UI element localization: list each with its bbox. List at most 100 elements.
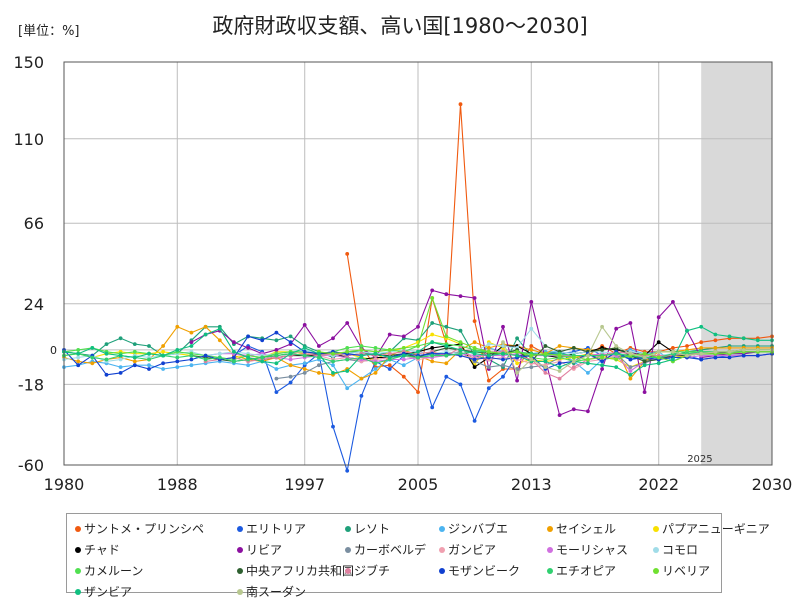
data-point (628, 365, 633, 369)
data-point (317, 351, 321, 356)
data-point (656, 355, 661, 360)
data-point (175, 365, 180, 369)
y-tick-label: 110 (13, 130, 44, 149)
x-tick-label: 1980 (44, 475, 85, 494)
legend-marker (439, 525, 445, 532)
y-tick-label: 0 (50, 344, 57, 357)
data-point (458, 102, 463, 107)
legend-marker (237, 546, 243, 553)
legend-label: コモロ (662, 543, 699, 557)
data-point (345, 349, 350, 354)
data-point (501, 374, 505, 379)
data-point (76, 359, 81, 364)
data-point (571, 365, 576, 369)
data-point (458, 328, 463, 333)
data-point (217, 355, 222, 360)
data-point (345, 369, 350, 373)
legend-label: レソト (354, 522, 391, 536)
legend-item: ガンビア (439, 541, 496, 558)
data-point (76, 355, 81, 360)
data-point (600, 355, 604, 360)
data-point (302, 361, 307, 366)
data-point (317, 371, 321, 375)
data-point (260, 338, 265, 343)
data-point (571, 355, 576, 360)
data-point (671, 346, 675, 350)
data-point (614, 365, 619, 369)
data-point (387, 351, 392, 356)
data-point (727, 334, 732, 339)
data-point (741, 336, 746, 341)
data-point (755, 338, 760, 343)
data-point (486, 342, 491, 346)
data-point (161, 361, 166, 366)
data-point (430, 296, 435, 300)
data-point (317, 355, 321, 360)
legend-item: チャド (75, 541, 120, 558)
data-point (373, 351, 378, 356)
data-point (444, 353, 449, 358)
data-point (401, 374, 406, 379)
legend-label: カメルーン (84, 564, 144, 578)
data-point (189, 330, 194, 335)
data-point (401, 363, 406, 368)
data-point (132, 359, 137, 364)
data-point (586, 371, 590, 375)
legend-item: モーリシャス (547, 541, 628, 558)
data-point (359, 353, 364, 358)
data-point (331, 359, 335, 364)
data-point (557, 376, 562, 381)
data-point (557, 365, 562, 369)
data-point (387, 367, 392, 371)
legend-item: ザンビア (75, 583, 132, 600)
data-point (614, 351, 619, 356)
data-point (543, 359, 548, 364)
data-point (642, 390, 647, 394)
data-point (345, 357, 350, 362)
data-point (501, 357, 505, 362)
y-tick-label: 66 (24, 214, 44, 233)
data-point (331, 424, 335, 429)
legend-item: リビア (237, 541, 282, 558)
data-point (189, 363, 194, 368)
data-point (416, 344, 420, 348)
legend-label: リビア (246, 543, 283, 557)
data-point (76, 348, 81, 352)
data-point (387, 355, 392, 360)
data-point (203, 324, 208, 329)
data-point (288, 334, 293, 339)
data-point (331, 371, 335, 375)
legend-item: セイシェル (547, 520, 616, 537)
data-point (302, 371, 307, 375)
forecast-label: 2025 (687, 454, 712, 465)
legend-label: リベリア (662, 564, 711, 578)
data-point (529, 326, 534, 331)
data-point (614, 357, 619, 362)
legend-marker (653, 567, 659, 574)
data-point (472, 351, 477, 356)
data-point (288, 380, 293, 385)
y-tick-label: 150 (13, 53, 44, 72)
legend-marker (75, 525, 81, 532)
legend-marker (75, 588, 81, 595)
data-point (472, 346, 477, 350)
data-point (557, 353, 562, 358)
data-point (118, 357, 123, 362)
data-point (132, 342, 137, 346)
legend-item: パプアニューギニア (653, 520, 770, 537)
data-point (600, 367, 604, 371)
data-point (529, 348, 534, 352)
data-point (472, 296, 477, 300)
series-line-19 (502, 326, 772, 374)
data-point (232, 349, 236, 354)
legend-marker (345, 567, 351, 574)
data-point (430, 346, 435, 350)
data-point (430, 332, 435, 337)
data-point (118, 336, 123, 341)
legend-item: カーボベルデ (345, 541, 426, 558)
data-point (430, 340, 435, 345)
data-point (416, 390, 420, 394)
legend-label: ザンビア (84, 585, 133, 599)
data-point (76, 363, 81, 368)
data-point (543, 351, 548, 356)
